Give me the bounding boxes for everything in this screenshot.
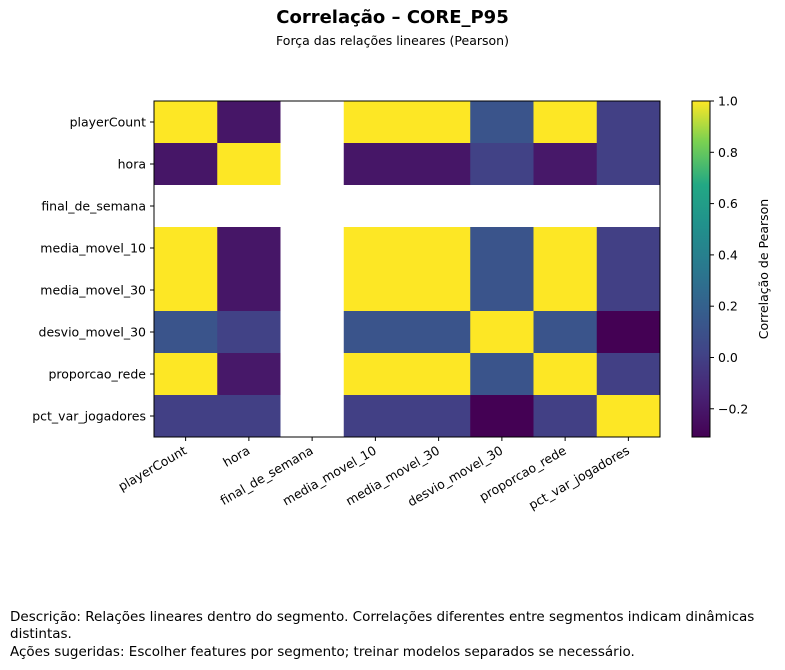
heatmap-cells — [154, 101, 661, 438]
heatmap-cell-media_movel_10-desvio_movel_30 — [470, 227, 534, 270]
heatmap-cell-final_de_semana-playerCount — [154, 185, 218, 228]
heatmap-cell-media_movel_10-media_movel_30 — [407, 227, 471, 270]
heatmap-cell-pct_var_jogadores-desvio_movel_30 — [470, 395, 534, 438]
colorbar-ticks: −0.2 0.0 0.2 0.4 0.6 0.8 1.0 — [710, 94, 748, 416]
heatmap-cell-media_movel_30-media_movel_10 — [343, 269, 408, 312]
heatmap-cell-pct_var_jogadores-final_de_semana — [280, 395, 345, 438]
heatmap-cell-pct_var_jogadores-media_movel_10 — [343, 395, 408, 438]
heatmap-cell-hora-media_movel_30 — [407, 143, 471, 186]
y-tick-label: pct_var_jogadores — [32, 409, 146, 424]
chart-subtitle: Força das relações lineares (Pearson) — [276, 33, 509, 48]
heatmap-cell-media_movel_10-final_de_semana — [280, 227, 345, 270]
heatmap-cell-hora-final_de_semana — [280, 143, 345, 186]
heatmap-cell-proporcao_rede-proporcao_rede — [533, 353, 598, 396]
y-tick-label: playerCount — [70, 115, 147, 130]
x-tick-labels: playerCount horafinal_de_semanamedia_move… — [115, 437, 632, 512]
heatmap-cell-proporcao_rede-media_movel_10 — [343, 353, 408, 396]
heatmap-cell-final_de_semana-hora — [217, 185, 281, 228]
heatmap-cell-media_movel_30-proporcao_rede — [533, 269, 598, 312]
y-tick-label: media_movel_30 — [40, 283, 146, 298]
heatmap-cell-hora-desvio_movel_30 — [470, 143, 534, 186]
heatmap-cell-playerCount-media_movel_10 — [343, 101, 408, 144]
heatmap-cell-final_de_semana-media_movel_10 — [343, 185, 408, 228]
heatmap-cell-pct_var_jogadores-playerCount — [154, 395, 218, 438]
heatmap-cell-media_movel_30-pct_var_jogadores — [596, 269, 661, 312]
y-tick-label: desvio_movel_30 — [39, 325, 146, 340]
heatmap-cell-hora-playerCount — [154, 143, 218, 186]
heatmap-cell-desvio_movel_30-proporcao_rede — [533, 311, 598, 354]
heatmap-cell-hora-hora — [217, 143, 281, 186]
plot-frame — [153, 100, 661, 438]
heatmap-cell-proporcao_rede-desvio_movel_30 — [470, 353, 534, 396]
heatmap-cell-desvio_movel_30-media_movel_30 — [407, 311, 471, 354]
heatmap-cell-proporcao_rede-media_movel_30 — [407, 353, 471, 396]
y-tick-label: proporcao_rede — [48, 367, 146, 382]
actions-text: Ações sugeridas: Escolher features por s… — [10, 644, 635, 660]
heatmap-cell-proporcao_rede-hora — [217, 353, 281, 396]
description-text: Descrição: Relações lineares dentro do s… — [10, 609, 755, 642]
heatmap-cell-final_de_semana-pct_var_jogadores — [596, 185, 661, 228]
colorbar — [691, 100, 711, 438]
heatmap-cell-desvio_movel_30-media_movel_10 — [343, 311, 408, 354]
colorbar-tick-label: −0.2 — [718, 401, 748, 416]
heatmap-cell-pct_var_jogadores-proporcao_rede — [533, 395, 598, 438]
heatmap-cell-pct_var_jogadores-hora — [217, 395, 281, 438]
heatmap-cell-pct_var_jogadores-pct_var_jogadores — [596, 395, 661, 438]
colorbar-label: Correlação de Pearson — [756, 199, 771, 339]
heatmap-cell-desvio_movel_30-playerCount — [154, 311, 218, 354]
heatmap-cell-media_movel_30-media_movel_30 — [407, 269, 471, 312]
colorbar-tick-label: 0.0 — [718, 350, 738, 365]
heatmap-cell-desvio_movel_30-hora — [217, 311, 281, 354]
colorbar-tick-label: 0.2 — [718, 299, 738, 314]
heatmap-cell-media_movel_10-proporcao_rede — [533, 227, 598, 270]
heatmap-cell-media_movel_10-pct_var_jogadores — [596, 227, 661, 270]
x-tick-label: hora — [220, 443, 252, 470]
colorbar-tick-label: 1.0 — [718, 94, 738, 109]
heatmap-cell-media_movel_30-hora — [217, 269, 281, 312]
y-tick-label: hora — [118, 157, 146, 172]
heatmap-cell-playerCount-media_movel_30 — [407, 101, 471, 144]
chart-title: Correlação – CORE_P95 — [276, 7, 509, 28]
y-tick-label: final_de_semana — [41, 199, 146, 214]
heatmap-cell-playerCount-playerCount — [154, 101, 218, 144]
heatmap-cell-desvio_movel_30-final_de_semana — [280, 311, 345, 354]
heatmap-cell-playerCount-hora — [217, 101, 281, 144]
heatmap-cell-media_movel_30-desvio_movel_30 — [470, 269, 534, 312]
colorbar-tick-label: 0.4 — [718, 247, 738, 262]
x-tick-label: playerCount — [115, 443, 189, 494]
heatmap-cell-playerCount-pct_var_jogadores — [596, 101, 661, 144]
heatmap-cell-pct_var_jogadores-media_movel_30 — [407, 395, 471, 438]
heatmap-cell-media_movel_10-hora — [217, 227, 281, 270]
heatmap-cell-hora-media_movel_10 — [343, 143, 408, 186]
heatmap-cell-desvio_movel_30-desvio_movel_30 — [470, 311, 534, 354]
correlation-heatmap: playerCount hora final_de_semana media_move… — [32, 94, 771, 513]
heatmap-cell-playerCount-proporcao_rede — [533, 101, 598, 144]
heatmap-cell-playerCount-desvio_movel_30 — [470, 101, 534, 144]
heatmap-cell-proporcao_rede-pct_var_jogadores — [596, 353, 661, 396]
y-tick-labels: playerCount hora final_de_semana media_move… — [32, 115, 154, 424]
heatmap-cell-desvio_movel_30-pct_var_jogadores — [596, 311, 661, 354]
heatmap-cell-proporcao_rede-final_de_semana — [280, 353, 345, 396]
heatmap-cell-media_movel_30-final_de_semana — [280, 269, 345, 312]
heatmap-cell-final_de_semana-final_de_semana — [280, 185, 345, 228]
heatmap-cell-final_de_semana-desvio_movel_30 — [470, 185, 534, 228]
y-tick-label: media_movel_10 — [40, 241, 146, 256]
heatmap-cell-hora-pct_var_jogadores — [596, 143, 661, 186]
heatmap-cell-final_de_semana-media_movel_30 — [407, 185, 471, 228]
heatmap-cell-proporcao_rede-playerCount — [154, 353, 218, 396]
colorbar-tick-label: 0.6 — [718, 196, 738, 211]
heatmap-cell-media_movel_30-playerCount — [154, 269, 218, 312]
heatmap-cell-media_movel_10-playerCount — [154, 227, 218, 270]
heatmap-cell-hora-proporcao_rede — [533, 143, 598, 186]
heatmap-cell-playerCount-final_de_semana — [280, 101, 345, 144]
colorbar-tick-label: 0.8 — [718, 145, 738, 160]
heatmap-cell-final_de_semana-proporcao_rede — [533, 185, 598, 228]
heatmap-cell-media_movel_10-media_movel_10 — [343, 227, 408, 270]
